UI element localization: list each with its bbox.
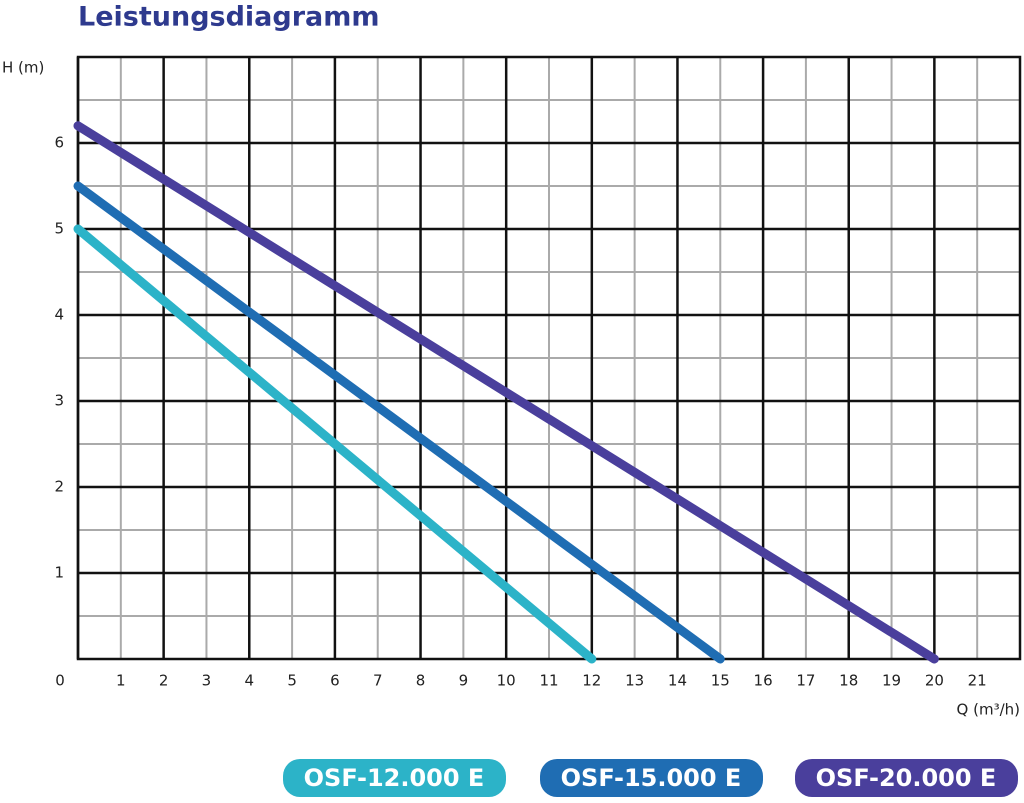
legend-item: OSF-15.000 E bbox=[540, 759, 763, 797]
x-tick-label: 7 bbox=[373, 672, 383, 690]
x-tick-label: 2 bbox=[159, 672, 169, 690]
legend-label: OSF-15.000 E bbox=[561, 764, 742, 792]
legend-label: OSF-20.000 E bbox=[816, 764, 997, 792]
x-tick-label: 1 bbox=[116, 672, 126, 690]
y-tick-label: 6 bbox=[54, 134, 64, 152]
series-line bbox=[73, 181, 725, 664]
x-tick-label: 21 bbox=[968, 672, 987, 690]
legend-pill bbox=[540, 759, 763, 797]
x-tick-label: 15 bbox=[711, 672, 730, 690]
series-line bbox=[73, 224, 597, 664]
legend-pill bbox=[795, 759, 1018, 797]
x-tick-label: 8 bbox=[416, 672, 426, 690]
x-tick-label: 18 bbox=[839, 672, 858, 690]
x-tick-label: 17 bbox=[796, 672, 815, 690]
y-tick-label: 4 bbox=[54, 306, 64, 324]
x-tick-label: 4 bbox=[244, 672, 254, 690]
x-axis-label: Q (m³/h) bbox=[957, 701, 1020, 719]
x-tick-label: 0 bbox=[55, 672, 65, 690]
x-tick-label: 6 bbox=[330, 672, 340, 690]
chart-title: Leistungsdiagramm bbox=[78, 2, 380, 33]
y-tick-label: 1 bbox=[54, 564, 64, 582]
legend-item: OSF-12.000 E bbox=[283, 759, 506, 797]
x-tick-label: 12 bbox=[582, 672, 601, 690]
x-tick-label: 5 bbox=[287, 672, 297, 690]
y-axis-label: H (m) bbox=[2, 59, 44, 77]
plot-frame bbox=[76, 55, 1022, 661]
legend-pill bbox=[283, 759, 506, 797]
series-line bbox=[73, 121, 939, 664]
x-tick-label: 11 bbox=[539, 672, 558, 690]
legend-label: OSF-12.000 E bbox=[304, 764, 485, 792]
x-tick-label: 20 bbox=[925, 672, 944, 690]
y-tick-label: 2 bbox=[54, 478, 64, 496]
y-tick-label: 5 bbox=[54, 220, 64, 238]
legend-item: OSF-20.000 E bbox=[795, 759, 1018, 797]
x-tick-label: 14 bbox=[668, 672, 687, 690]
x-tick-label: 16 bbox=[754, 672, 773, 690]
x-tick-label: 19 bbox=[882, 672, 901, 690]
x-tick-label: 3 bbox=[202, 672, 212, 690]
x-tick-label: 10 bbox=[497, 672, 516, 690]
x-tick-label: 9 bbox=[459, 672, 469, 690]
x-tick-label: 13 bbox=[625, 672, 644, 690]
y-tick-label: 3 bbox=[54, 392, 64, 410]
